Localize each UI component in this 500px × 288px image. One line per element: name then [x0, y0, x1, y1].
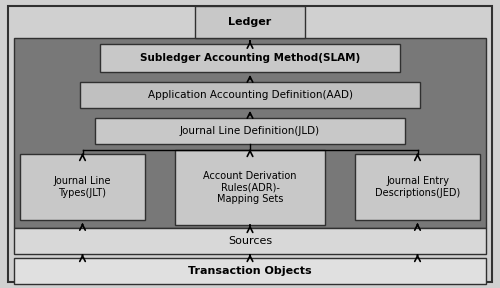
Text: Ledger: Ledger — [228, 17, 272, 27]
Text: Transaction Objects: Transaction Objects — [188, 266, 312, 276]
Bar — [355, 154, 480, 220]
Text: Journal Entry
Descriptions(JED): Journal Entry Descriptions(JED) — [375, 176, 460, 198]
Text: Subledger Accounting Method(SLAM): Subledger Accounting Method(SLAM) — [140, 53, 360, 63]
Text: Journal Line Definition(JLD): Journal Line Definition(JLD) — [180, 126, 320, 136]
Text: Application Accounting Definition(AAD): Application Accounting Definition(AAD) — [148, 90, 352, 100]
Bar — [14, 38, 486, 228]
Bar — [195, 6, 305, 38]
Bar — [175, 150, 325, 225]
Bar — [95, 118, 405, 144]
Text: Sources: Sources — [228, 236, 272, 246]
Bar — [14, 228, 486, 254]
Text: Journal Line
Types(JLT): Journal Line Types(JLT) — [54, 176, 111, 198]
Bar — [100, 44, 400, 72]
Bar — [80, 82, 420, 108]
Text: Account Derivation
Rules(ADR)-
Mapping Sets: Account Derivation Rules(ADR)- Mapping S… — [203, 171, 297, 204]
Bar — [14, 258, 486, 284]
Bar — [20, 154, 145, 220]
